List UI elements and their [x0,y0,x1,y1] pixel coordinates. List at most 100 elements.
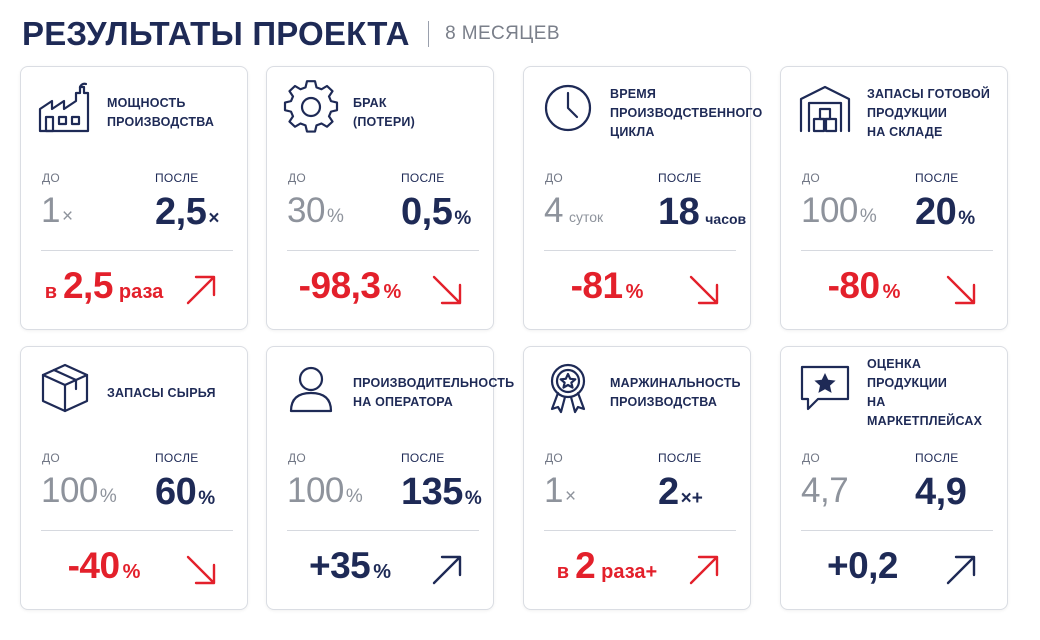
after-value-group: 135 % [401,471,482,515]
change-value: +35 [308,545,371,586]
after-label: ПОСЛЕ [658,171,702,185]
arrow-up-right-icon [943,552,979,588]
before-unit: % [345,486,363,507]
after-label: ПОСЛЕ [155,451,199,465]
before-label: ДО [42,451,61,465]
after-unit: часов [705,211,747,227]
before-value: 30 [287,191,325,230]
page-title: РЕЗУЛЬТАТЫ ПРОЕКТА [22,15,410,52]
change-suffix: % [882,281,901,303]
after-label: ПОСЛЕ [401,171,445,185]
card-margin: МАРЖИНАЛЬНОСТЬ ПРОИЗВОДСТВА ДО ПОСЛЕ 1 ×… [523,346,751,610]
after-value: 135 [401,471,463,513]
change-value: 2 [575,545,596,586]
change-summary: -81 % [524,265,690,315]
metric-label: ОЦЕНКА ПРОДУКЦИИ НА МАРКЕТПЛЕЙСАХ [867,357,983,428]
change-suffix: % [122,561,141,583]
before-value-group: 30 % [287,191,344,235]
change-summary: +0,2 [781,545,947,595]
change-summary: в 2,5 раза [21,265,187,315]
page-header: РЕЗУЛЬТАТЫ ПРОЕКТА 8 МЕСЯЦЕВ [22,12,560,56]
star-message-icon [796,359,854,417]
before-label: ДО [802,451,821,465]
card-operator-productivity: ПРОИЗВОДИТЕЛЬНОСТЬ НА ОПЕРАТОРА ДО ПОСЛЕ… [266,346,515,610]
clock-icon [539,79,597,137]
before-unit: % [859,206,877,227]
after-unit: ×+ [680,488,703,509]
after-value: 4,9 [915,471,967,513]
after-value-group: 4,9 [915,471,968,515]
period-subtitle: 8 МЕСЯЦЕВ [445,23,560,44]
change-value: -81 [570,265,623,306]
metric-label: ЗАПАСЫ ГОТОВОЙ ПРОДУКЦИИ НА СКЛАДЕ [867,86,991,139]
before-value-group: 4,7 [801,471,850,515]
before-value: 1 [41,191,60,230]
after-label: ПОСЛЕ [155,171,199,185]
card-production-capacity: МОЩНОСТЬ ПРОИЗВОДСТВА ДО ПОСЛЕ 1 × 2,5 ×… [20,66,248,330]
card-divider [544,250,736,251]
metric-label: ПРОИЗВОДИТЕЛЬНОСТЬ НА ОПЕРАТОРА [353,376,515,409]
arrow-down-right-icon [183,552,219,588]
after-unit: % [464,488,482,509]
arrow-down-right-icon [943,272,979,308]
change-prefix: в [556,561,570,583]
change-suffix: % [373,561,392,583]
arrow-up-right-icon [429,552,465,588]
card-divider [41,250,233,251]
person-icon [282,359,340,417]
arrow-down-right-icon [429,272,465,308]
change-suffix: раза+ [601,561,658,583]
change-summary: -98,3 % [267,265,433,315]
card-marketplace-rating: ОЦЕНКА ПРОДУКЦИИ НА МАРКЕТПЛЕЙСАХ ДО ПОС… [780,346,1008,610]
card-divider [801,250,993,251]
change-summary: в 2 раза+ [524,545,690,595]
card-defects: БРАК (ПОТЕРИ) ДО ПОСЛЕ 30 % 0,5 % -98,3 … [266,66,494,330]
before-label: ДО [42,171,61,185]
after-value: 2 [658,471,679,513]
box-icon [36,359,94,417]
card-divider [287,250,479,251]
before-value-group: 100 % [41,471,117,515]
after-unit: % [198,488,216,509]
arrow-down-right-icon [686,272,722,308]
change-value: -80 [827,265,880,306]
after-unit: % [454,208,472,229]
change-value: -98,3 [298,265,381,306]
metric-label: МАРЖИНАЛЬНОСТЬ ПРОИЗВОДСТВА [610,376,741,409]
award-icon [539,359,597,417]
change-suffix: раза [118,281,164,303]
change-value: +0,2 [826,545,899,586]
after-label: ПОСЛЕ [401,451,445,465]
before-value: 100 [801,191,858,230]
card-raw-materials-stock: ЗАПАСЫ СЫРЬЯ ДО ПОСЛЕ 100 % 60 % -40 % [20,346,248,610]
card-cycle-time: ВРЕМЯ ПРОИЗВОДСТВЕННОГО ЦИКЛА ДО ПОСЛЕ 4… [523,66,763,330]
metric-label: МОЩНОСТЬ ПРОИЗВОДСТВА [107,96,215,129]
after-value-group: 18 часов [658,191,746,235]
before-unit: × [61,206,74,227]
after-value: 0,5 [401,191,453,233]
before-value-group: 4 суток [544,191,603,235]
metric-label: ВРЕМЯ ПРОИЗВОДСТВЕННОГО ЦИКЛА [610,86,763,139]
factory-icon [36,79,94,137]
before-value-group: 100 % [801,191,877,235]
arrow-up-right-icon [183,272,219,308]
change-suffix: % [625,281,644,303]
metric-label: БРАК (ПОТЕРИ) [353,96,415,129]
before-unit: % [326,206,344,227]
after-value-group: 60 % [155,471,215,515]
arrow-up-right-icon [686,552,722,588]
after-unit: % [958,208,976,229]
before-value: 1 [544,471,563,510]
change-value: -40 [67,545,120,586]
after-value: 18 [658,191,700,233]
card-divider [41,530,233,531]
before-unit: суток [568,209,604,225]
after-label: ПОСЛЕ [658,451,702,465]
change-summary: +35 % [267,545,433,595]
before-label: ДО [545,451,564,465]
card-divider [801,530,993,531]
after-value: 20 [915,191,957,233]
before-value: 100 [41,471,98,510]
card-divider [544,530,736,531]
before-label: ДО [802,171,821,185]
